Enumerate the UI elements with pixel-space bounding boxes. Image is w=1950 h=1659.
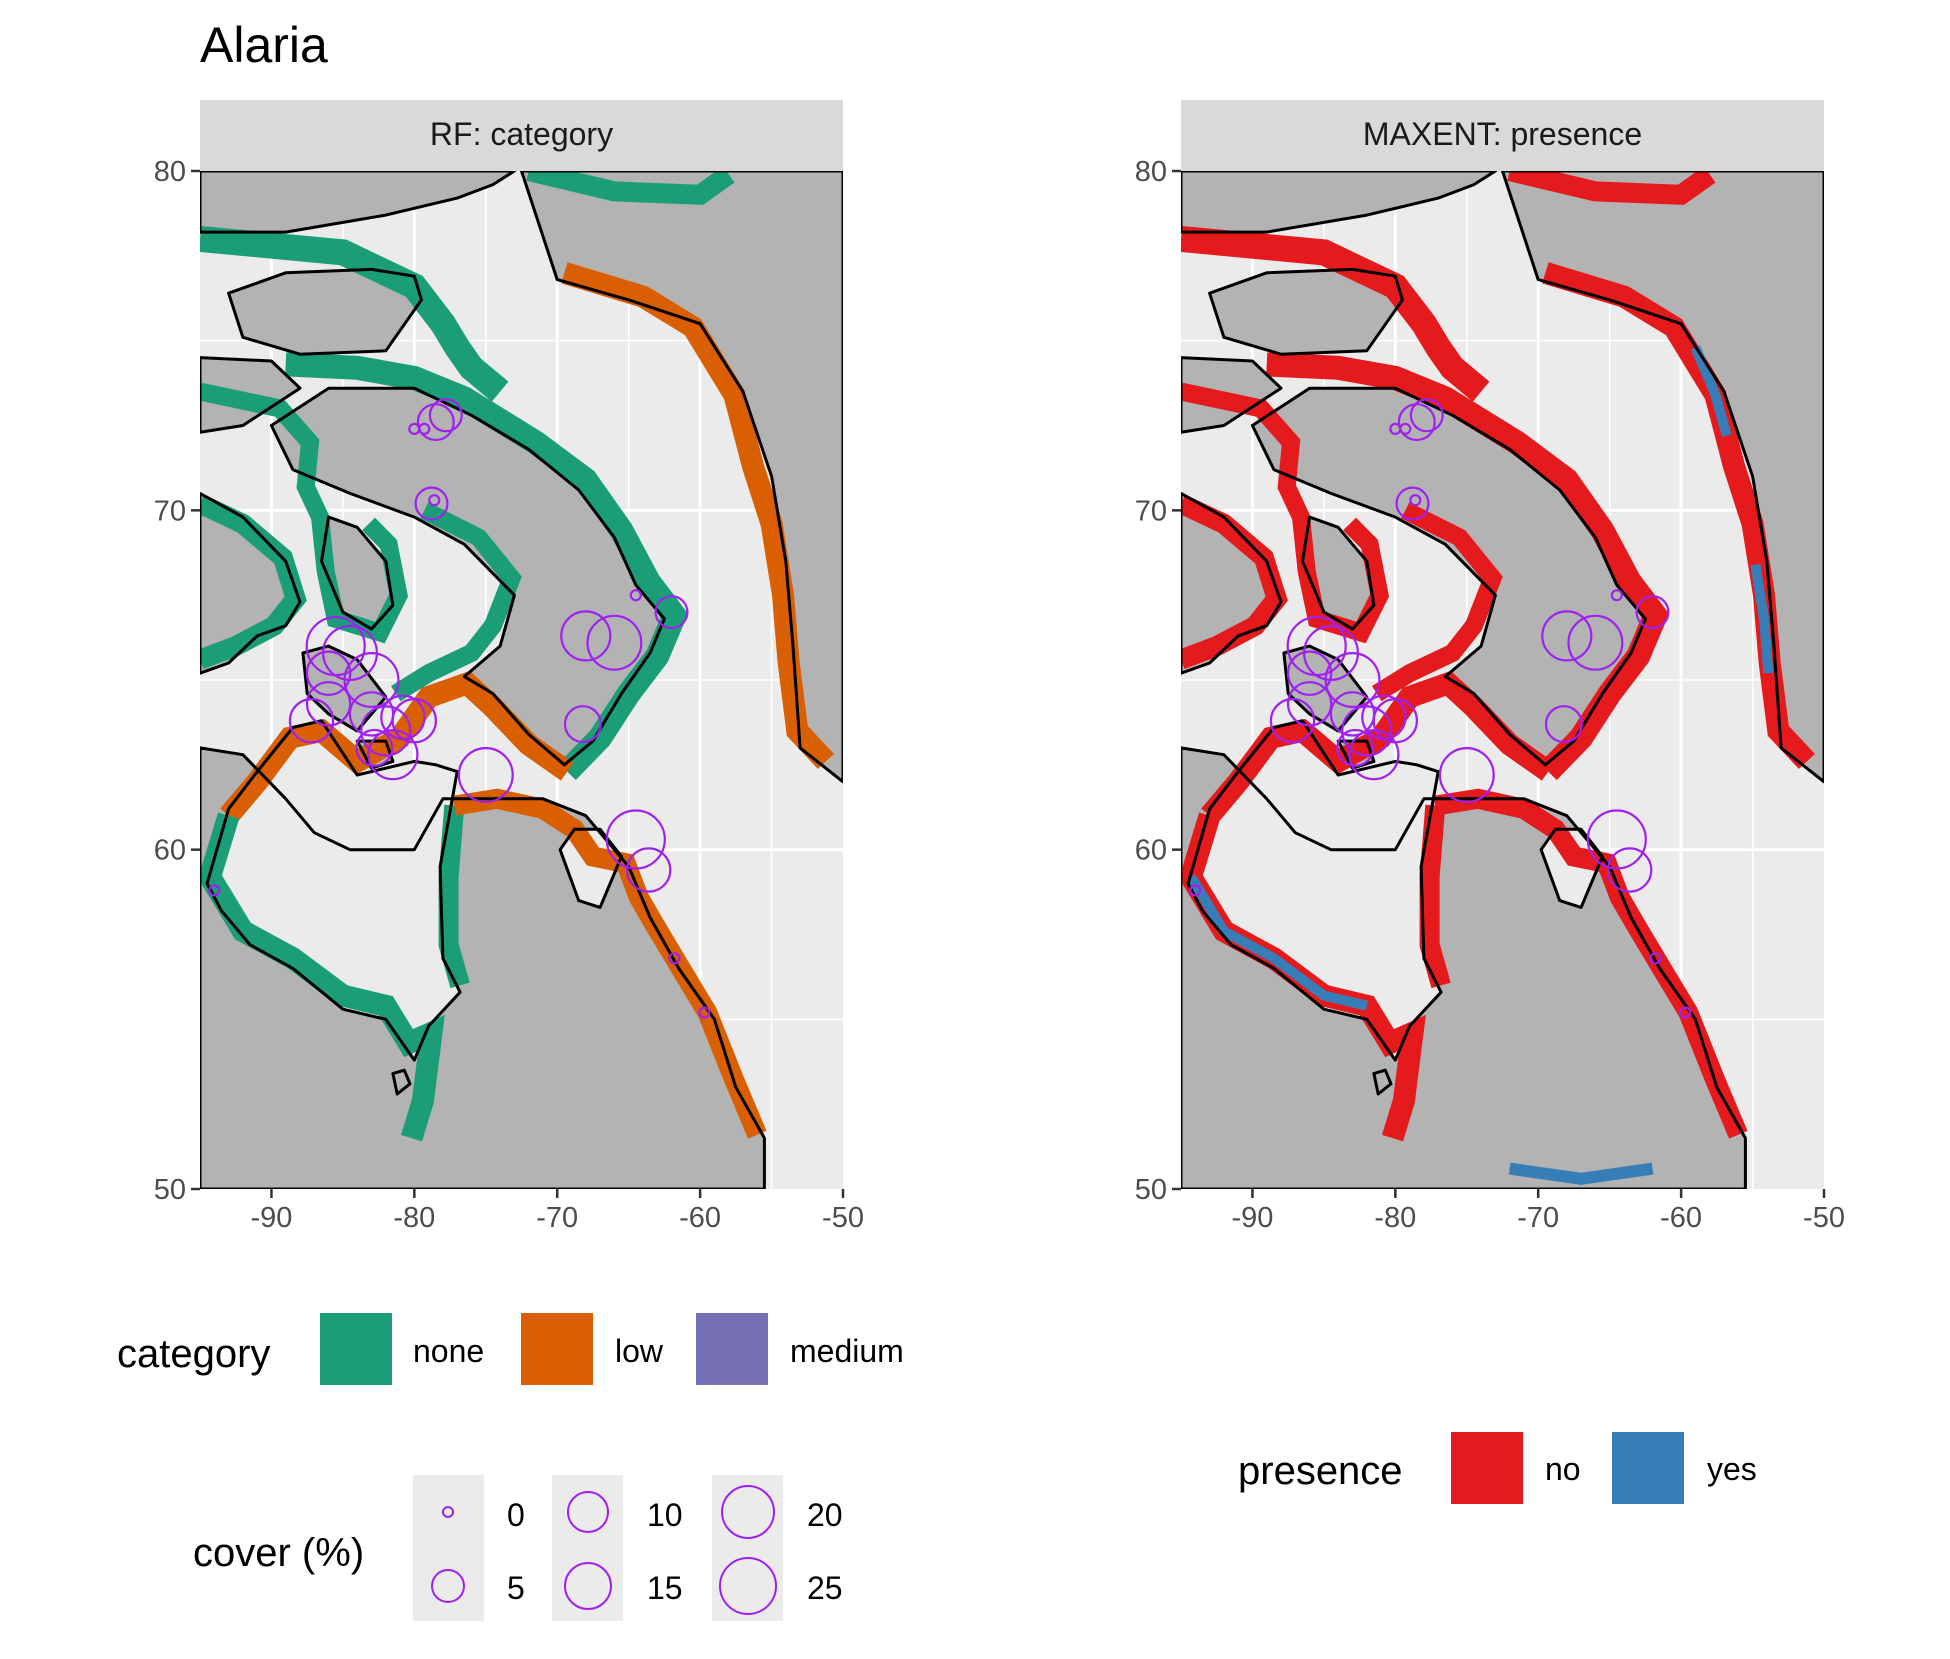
legend-label-low: low (615, 1333, 664, 1369)
panel-maxent: MAXENT: presence -90 -80 -70 -60 -50 80 70 60 50 (1135, 100, 1845, 1234)
x-tick-label: -70 (536, 1202, 578, 1234)
y-tick-label: 70 (1135, 495, 1167, 527)
legend-category: category none low medium (117, 1313, 904, 1385)
y-tick-label: 80 (154, 156, 186, 188)
legend-key-yes (1612, 1432, 1684, 1504)
legend-cover-label-0: 0 (507, 1497, 525, 1533)
coastal-prediction-band (1430, 806, 1442, 986)
legend-cover: cover (%) 0 5 10 15 20 25 (193, 1475, 843, 1621)
strip-label-maxent: MAXENT: presence (1363, 116, 1642, 152)
legend-cover-label-5: 5 (507, 1570, 525, 1606)
map-area-rf (200, 171, 843, 1189)
strip-label-rf: RF: category (430, 116, 613, 152)
legend-presence-title: presence (1238, 1449, 1403, 1493)
legend-key-no (1451, 1432, 1523, 1504)
coastal-prediction-band (449, 806, 461, 986)
map-body (200, 171, 843, 1189)
legend-label-yes: yes (1707, 1451, 1757, 1487)
plot-title: Alaria (200, 17, 328, 73)
legend-key-bg (413, 1475, 484, 1621)
legend-key-low (521, 1313, 593, 1385)
y-tick-label: 50 (1135, 1174, 1167, 1206)
x-tick-label: -70 (1517, 1202, 1559, 1234)
map-body (1181, 171, 1824, 1189)
legend-label-none: none (413, 1333, 484, 1369)
panel-rf: RF: category -90 -80 -70 -60 -50 80 70 60 50 (154, 100, 864, 1234)
legend-key-none (320, 1313, 392, 1385)
x-tick-label: -50 (822, 1202, 864, 1234)
y-tick-label: 80 (1135, 156, 1167, 188)
legend-category-title: category (117, 1332, 270, 1376)
map-area-maxent (1181, 171, 1824, 1189)
legend-cover-label-25: 25 (807, 1570, 843, 1606)
legend-cover-title: cover (%) (193, 1531, 364, 1575)
legend-key-bg (552, 1475, 623, 1621)
x-tick-label: -80 (393, 1202, 435, 1234)
x-tick-label: -90 (1231, 1202, 1273, 1234)
y-tick-label: 60 (154, 835, 186, 867)
x-tick-label: -80 (1374, 1202, 1416, 1234)
legend-cover-label-15: 15 (647, 1570, 683, 1606)
y-tick-label: 60 (1135, 835, 1167, 867)
legend-cover-label-10: 10 (647, 1497, 683, 1533)
x-tick-label: -90 (250, 1202, 292, 1234)
legend-cover-label-20: 20 (807, 1497, 843, 1533)
x-tick-label: -60 (679, 1202, 721, 1234)
legend-presence: presence no yes (1238, 1432, 1757, 1504)
y-tick-label: 70 (154, 495, 186, 527)
legend-key-medium (696, 1313, 768, 1385)
x-tick-label: -50 (1803, 1202, 1845, 1234)
legend-label-medium: medium (790, 1333, 904, 1369)
x-tick-label: -60 (1660, 1202, 1702, 1234)
legend-label-no: no (1545, 1451, 1581, 1487)
y-tick-label: 50 (154, 1174, 186, 1206)
